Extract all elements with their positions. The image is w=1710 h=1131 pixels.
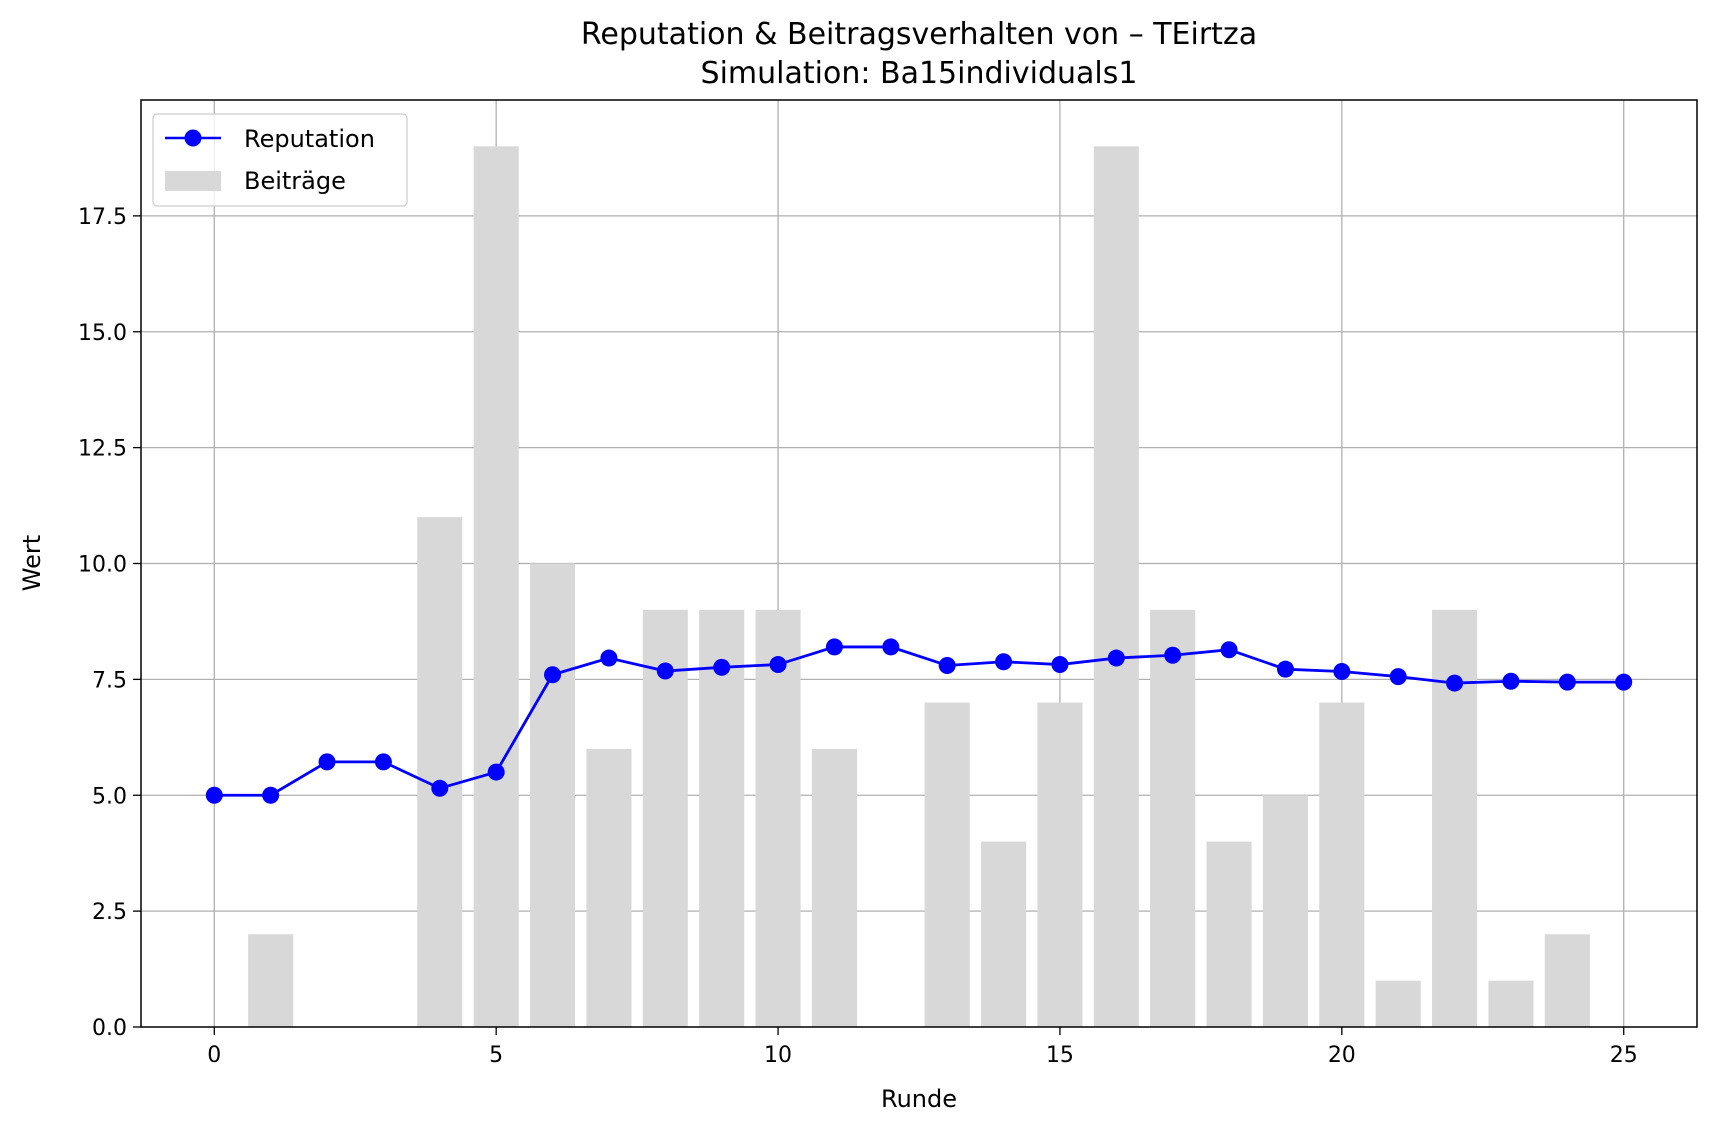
y-tick-label: 12.5 [78, 437, 127, 462]
reputation-point [1558, 673, 1576, 691]
reputation-point [1389, 668, 1407, 686]
legend-beitraege-label: Beiträge [244, 167, 346, 195]
y-tick-label: 10.0 [78, 553, 127, 578]
reputation-point [1276, 660, 1294, 678]
contribution-bar [1150, 609, 1196, 1027]
reputation-point [1107, 649, 1125, 667]
contribution-bar [417, 517, 463, 1027]
reputation-point [544, 666, 562, 684]
y-tick-label: 17.5 [78, 205, 127, 230]
contribution-bar [755, 609, 801, 1027]
x-tick-label: 15 [1046, 1043, 1074, 1068]
reputation-point [374, 753, 392, 771]
contribution-bar [248, 934, 294, 1027]
contribution-bar [811, 748, 857, 1027]
y-tick-label: 0.0 [92, 1016, 127, 1041]
reputation-point [713, 658, 731, 676]
y-axis-ticks: 0.0 2.5 5.0 7.5 10.0 12.5 15.0 17.5 [78, 205, 141, 1041]
reputation-point [938, 656, 956, 674]
line-series [205, 638, 1633, 804]
contribution-bar [1206, 841, 1252, 1027]
contribution-bar [1262, 795, 1308, 1027]
x-tick-label: 10 [764, 1043, 792, 1068]
contribution-bar [924, 702, 970, 1027]
legend-beitraege-swatch [165, 171, 221, 191]
y-tick-label: 7.5 [92, 668, 127, 693]
x-axis-label: Runde [881, 1085, 957, 1113]
reputation-point [995, 653, 1013, 671]
reputation-point [769, 656, 787, 674]
contribution-bar [586, 748, 632, 1027]
contribution-bar [473, 146, 519, 1028]
reputation-point [882, 638, 900, 656]
reputation-point [600, 649, 618, 667]
x-tick-label: 5 [489, 1043, 503, 1068]
reputation-point [1051, 656, 1069, 674]
reputation-point [318, 753, 336, 771]
reputation-point [1446, 674, 1464, 692]
legend: Reputation Beiträge [152, 113, 408, 207]
reputation-point [1615, 673, 1633, 691]
reputation-point [656, 662, 674, 680]
y-tick-label: 15.0 [78, 321, 127, 346]
x-tick-label: 25 [1610, 1043, 1638, 1068]
reputation-point [205, 786, 223, 804]
bar-series [248, 146, 1590, 1028]
reputation-point [487, 763, 505, 781]
contribution-bar [1375, 980, 1421, 1027]
x-axis-ticks: 0 5 10 15 20 25 [207, 1027, 1638, 1068]
reputation-point [1502, 672, 1520, 690]
y-tick-label: 5.0 [92, 784, 127, 809]
y-axis-label: Wert [18, 535, 46, 591]
y-tick-label: 2.5 [92, 900, 127, 925]
contribution-bar [1037, 702, 1083, 1027]
legend-reputation-label: Reputation [244, 125, 375, 153]
chart-title: Reputation & Beitragsverhalten von – TEi… [581, 17, 1257, 52]
contribution-bar [1488, 980, 1534, 1027]
reputation-point [1164, 646, 1182, 664]
reputation-point [1333, 662, 1351, 680]
contribution-bar [530, 563, 576, 1027]
contribution-bar [981, 841, 1027, 1027]
reputation-point [825, 638, 843, 656]
x-tick-label: 0 [207, 1043, 221, 1068]
reputation-point [1220, 641, 1238, 659]
legend-reputation-marker [184, 129, 202, 147]
reputation-point [262, 786, 280, 804]
reputation-line [214, 645, 1624, 797]
contribution-bar [1319, 702, 1365, 1027]
contribution-bar [1432, 609, 1478, 1027]
chart-subtitle: Simulation: Ba15individuals1 [701, 56, 1138, 91]
contribution-bar [1544, 934, 1590, 1027]
contribution-bar [1093, 146, 1139, 1028]
contribution-bar [699, 609, 745, 1027]
reputation-point [431, 779, 449, 797]
x-tick-label: 20 [1328, 1043, 1356, 1068]
